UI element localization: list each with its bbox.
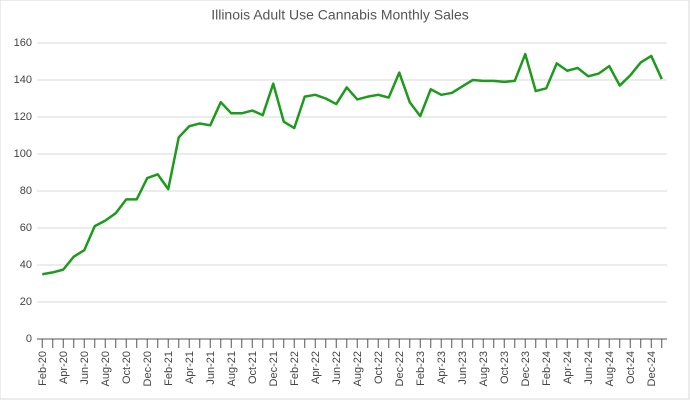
y-tick-label: 120 (14, 111, 32, 123)
x-tick-label: Aug-24 (604, 351, 616, 386)
x-tick-label: Dec-20 (142, 351, 154, 386)
x-tick-label: Dec-21 (268, 351, 280, 386)
x-tick-label: Jun-24 (583, 351, 595, 385)
y-tick-label: 160 (14, 37, 32, 49)
x-tick-label: Oct-20 (121, 351, 133, 384)
x-tick-label: Dec-23 (520, 351, 532, 386)
x-tick-label: Oct-22 (373, 351, 385, 384)
x-tick-label: Feb-24 (541, 351, 553, 386)
x-tick-label: Dec-24 (646, 351, 658, 386)
y-tick-label: 60 (20, 222, 32, 234)
y-tick-label: 100 (14, 148, 32, 160)
y-tick-label: 140 (14, 74, 32, 86)
x-tick-label: Jun-20 (79, 351, 91, 385)
x-tick-label: Apr-24 (562, 351, 574, 384)
x-tick-label: Feb-23 (415, 351, 427, 386)
data-line (42, 52, 663, 276)
x-tick-label: Apr-21 (184, 351, 196, 384)
x-tick-label: Jun-23 (457, 351, 469, 385)
chart-title: Illinois Adult Use Cannabis Monthly Sale… (211, 7, 469, 23)
y-tick-label: 0 (26, 333, 32, 345)
x-tick-label: Jun-22 (331, 351, 343, 385)
x-tick-label: Apr-22 (310, 351, 322, 384)
x-tick-label: Dec-22 (394, 351, 406, 386)
x-tick-label: Oct-24 (625, 351, 637, 384)
x-tick-label: Aug-21 (226, 351, 238, 386)
x-tick-label: Apr-23 (436, 351, 448, 384)
y-tick-label: 20 (20, 296, 32, 308)
y-tick-label: 40 (20, 259, 32, 271)
x-tick-label: Jun-21 (205, 351, 217, 385)
x-tick-label: Feb-20 (37, 351, 49, 386)
x-tick-label: Aug-20 (100, 351, 112, 386)
x-tick-label: Aug-23 (478, 351, 490, 386)
x-tick-label: Oct-23 (499, 351, 511, 384)
y-tick-label: 80 (20, 185, 32, 197)
x-tick-label: Apr-20 (58, 351, 70, 384)
x-tick-label: Aug-22 (352, 351, 364, 386)
x-tick-label: Feb-21 (163, 351, 175, 386)
x-tick-label: Oct-21 (247, 351, 259, 384)
x-tick-label: Feb-22 (289, 351, 301, 386)
